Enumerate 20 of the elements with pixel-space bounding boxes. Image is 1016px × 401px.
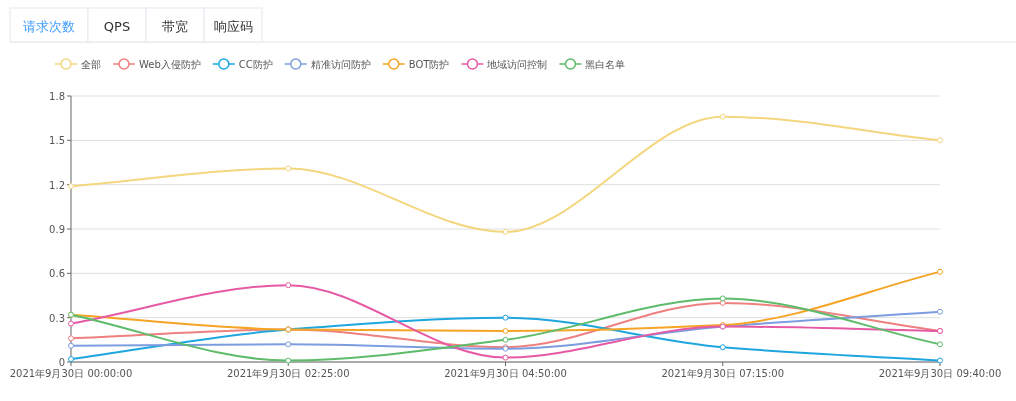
x-tick-label: 2021年9月30日 04:50:00: [444, 368, 567, 379]
x-tick-label: 2021年9月30日 00:00:00: [9, 368, 133, 379]
y-tick-label: 0.3: [49, 312, 65, 324]
x-tick-label: 2021年9月30日 02:25:00: [226, 368, 350, 379]
legend-label: BOT防护: [408, 59, 450, 70]
y-tick-label: 1.8: [49, 91, 65, 102]
y-tick-label: 1.5: [49, 135, 65, 147]
legend-label: CC防护: [238, 59, 273, 70]
legend-label: 精准访问防护: [310, 59, 371, 70]
legend-label: Web入侵防护: [139, 59, 201, 70]
legend-label: 地域访问控制: [486, 59, 548, 70]
y-tick-label: 1.2: [49, 179, 65, 191]
legend-label: 全部: [81, 59, 101, 70]
y-tick-label: 0.6: [49, 268, 65, 280]
legend-label: 黑白名单: [585, 59, 626, 70]
x-tick-label: 2021年9月30日 09:40:00: [878, 368, 1002, 379]
x-tick-label: 2021年9月30日 07:15:00: [661, 368, 785, 379]
y-tick-label: 0: [58, 357, 65, 368]
y-tick-label: 0.9: [49, 224, 65, 235]
tabs: 请求次数 QPS 带宽 响应码: [9, 7, 1016, 43]
